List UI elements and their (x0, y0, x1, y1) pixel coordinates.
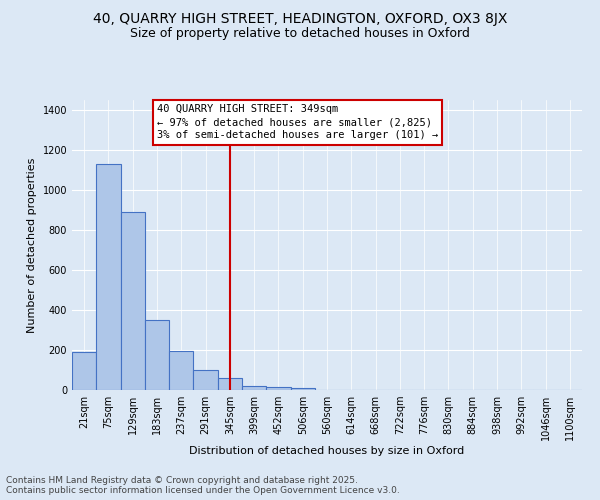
Bar (145, 320, 169, 390)
Bar (96, 164, 121, 390)
Text: 40 QUARRY HIGH STREET: 349sqm
← 97% of detached houses are smaller (2,825)
3% of: 40 QUARRY HIGH STREET: 349sqm ← 97% of d… (157, 104, 438, 141)
Bar (169, 351, 193, 390)
Bar (242, 386, 266, 390)
Bar (290, 388, 315, 390)
X-axis label: Distribution of detached houses by size in Oxford: Distribution of detached houses by size … (190, 446, 464, 456)
Bar (121, 212, 145, 390)
Text: 40, QUARRY HIGH STREET, HEADINGTON, OXFORD, OX3 8JX: 40, QUARRY HIGH STREET, HEADINGTON, OXFO… (93, 12, 507, 26)
Text: Contains HM Land Registry data © Crown copyright and database right 2025.
Contai: Contains HM Land Registry data © Crown c… (6, 476, 400, 495)
Text: Size of property relative to detached houses in Oxford: Size of property relative to detached ho… (130, 28, 470, 40)
Y-axis label: Number of detached properties: Number of detached properties (27, 158, 37, 332)
Bar (72, 352, 96, 390)
Bar (218, 378, 242, 390)
Bar (193, 370, 218, 390)
Bar (266, 387, 290, 390)
